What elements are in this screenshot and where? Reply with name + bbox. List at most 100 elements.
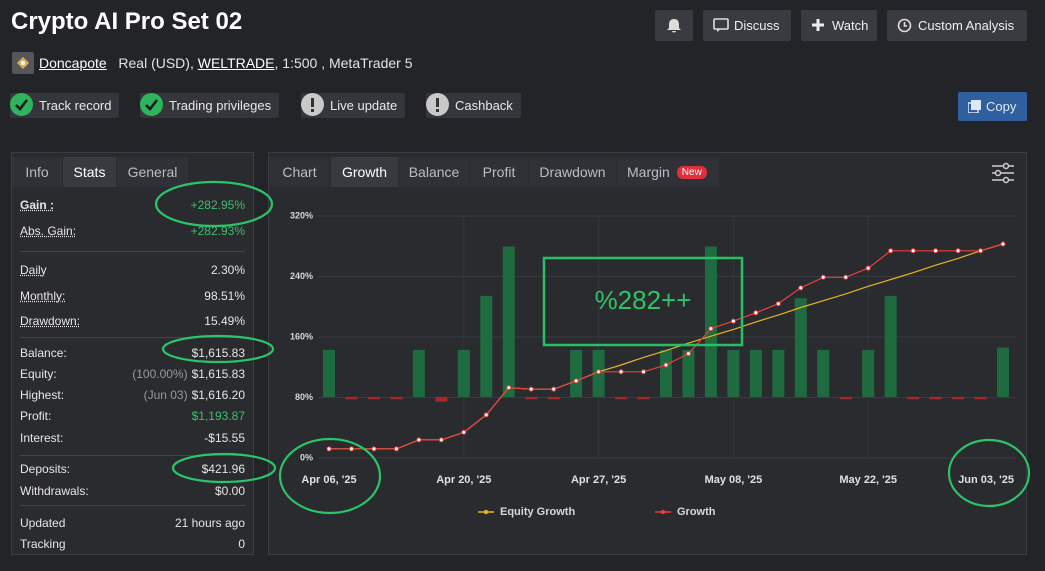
stat-label: Highest:: [20, 388, 65, 402]
button-label: Copy: [986, 99, 1017, 114]
stat-label: Monthly:: [20, 289, 66, 303]
point: [888, 248, 894, 254]
user-link[interactable]: Doncapote: [39, 55, 107, 71]
stat-row: Monthly: 98.51%: [20, 287, 245, 305]
x-tick-label: Apr 20, '25: [436, 474, 491, 486]
discuss-button[interactable]: Discuss: [703, 10, 791, 41]
point: [955, 248, 961, 254]
stat-row: Highest: (Jun 03) $1,616.20: [20, 386, 245, 404]
tab[interactable]: Growth: [331, 157, 398, 187]
point: [933, 248, 939, 254]
custom-analysis-button[interactable]: Custom Analysis: [887, 10, 1027, 41]
stat-value-group: (Jun 03) $1,616.20: [144, 386, 245, 404]
stat-value-group: 2.30%: [211, 261, 245, 279]
x-tick-label: Apr 06, '25: [301, 474, 356, 486]
stat-row: Deposits: $421.96: [20, 460, 245, 478]
line: [329, 243, 1004, 450]
watch-button[interactable]: Watch: [801, 10, 877, 41]
point: [910, 248, 916, 254]
stat-value: $0.00: [214, 484, 245, 498]
stat-value-group: -$15.55: [204, 429, 245, 447]
line: [329, 243, 1004, 450]
stat-label: Abs. Gain:: [20, 224, 77, 238]
button-label: Discuss: [734, 18, 780, 33]
notify-button[interactable]: [655, 10, 693, 41]
bar: [794, 298, 807, 397]
stat-label: Profit:: [20, 409, 52, 423]
copy-button[interactable]: Copy: [958, 92, 1027, 121]
legend-dot: [483, 509, 489, 515]
stat-label: Deposits:: [20, 462, 71, 476]
point: [708, 326, 714, 332]
point: [506, 385, 512, 391]
stat-value-group: $0.00: [215, 482, 245, 500]
check-icon: [140, 93, 163, 116]
tab[interactable]: Profit: [470, 157, 528, 187]
tab[interactable]: Stats: [63, 157, 116, 187]
copy-icon: [968, 100, 981, 113]
settings-icon[interactable]: [991, 162, 1015, 184]
stat-value-group: $1,615.83: [192, 344, 245, 362]
button-label: Custom Analysis: [918, 18, 1015, 33]
tab[interactable]: Chart: [270, 157, 329, 187]
x-tick-label: Apr 27, '25: [571, 474, 626, 486]
stat-value: 21 hours ago: [174, 516, 245, 530]
point: [483, 412, 489, 418]
stat-value-group: 21 hours ago: [175, 514, 245, 532]
tab-label: Balance: [408, 164, 460, 180]
stat-value: $1,616.20: [191, 388, 245, 402]
bar: [480, 295, 493, 397]
account-type: Real (USD),: [118, 55, 194, 71]
bar: [974, 396, 987, 400]
legend-label: Equity Growth: [500, 506, 575, 518]
point: [326, 446, 332, 452]
tab-label: Margin: [627, 164, 670, 180]
stat-value-group: $1,193.87: [192, 407, 245, 425]
tab-label: Growth: [341, 164, 388, 180]
point: [865, 265, 871, 271]
stat-row: Abs. Gain: +282.93%: [20, 222, 245, 240]
stat-value: $1,615.83: [191, 367, 245, 381]
stat-value-group: +282.95%: [191, 196, 245, 214]
bar: [727, 349, 740, 397]
annotation: %282++: [595, 285, 692, 315]
tab[interactable]: General: [117, 157, 188, 187]
tab[interactable]: Margin New: [617, 157, 719, 187]
stat-row: Gain : +282.95%: [20, 196, 245, 214]
point: [551, 386, 557, 392]
badge: Cashback: [426, 93, 521, 118]
bar: [547, 396, 560, 400]
point: [798, 285, 804, 291]
stat-value-group: 98.51%: [204, 287, 245, 305]
badge: Track record: [10, 93, 120, 118]
stats-panel: Info Stats General Gain : +282.95% Abs. Gain:…: [11, 152, 254, 555]
bar: [907, 396, 920, 400]
point: [820, 274, 826, 280]
stat-row: Tracking 0: [20, 535, 245, 553]
point: [843, 274, 849, 280]
broker-link[interactable]: WELTRADE: [197, 55, 275, 71]
tab-label: Chart: [282, 164, 317, 180]
bar: [997, 347, 1009, 397]
bar: [952, 396, 965, 400]
tab[interactable]: Drawdown: [529, 157, 616, 187]
avatar: [12, 52, 34, 74]
badge-label: Track record: [39, 98, 112, 113]
badge-label: Cashback: [455, 98, 513, 113]
badge: Live update: [301, 93, 406, 118]
tab[interactable]: Info: [12, 157, 62, 187]
button-label: Watch: [832, 18, 869, 33]
bar: [660, 349, 672, 397]
tab-label: Profit: [482, 164, 516, 180]
point: [573, 378, 579, 384]
bar: [682, 349, 695, 397]
bar: [637, 396, 650, 400]
clock-icon: [897, 18, 912, 33]
stat-row: Drawdown: 15.49%: [20, 312, 245, 330]
stat-value-group: 15.49%: [204, 312, 245, 330]
tab[interactable]: Balance: [399, 157, 469, 187]
stat-value: 98.51%: [204, 289, 245, 303]
stat-note: (Jun 03): [143, 388, 188, 402]
point: [371, 446, 377, 452]
y-tick-label: 160%: [290, 331, 313, 341]
